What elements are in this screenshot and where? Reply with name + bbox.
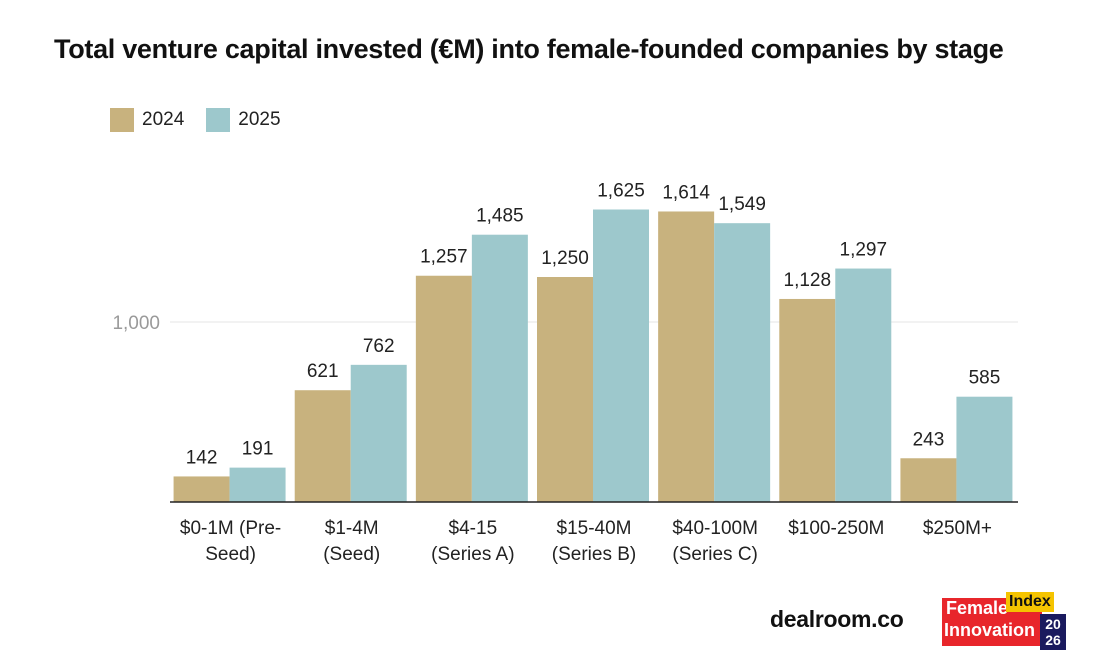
x-tick-label-4: $40-100M (Series C): [672, 518, 758, 565]
legend-item-2025: 2025: [206, 108, 281, 132]
bar-2025-1: [350, 364, 407, 502]
female-innovation-index-logo: Female Innovation Index 20 26: [940, 588, 1070, 654]
bar-2024-4: [658, 211, 715, 503]
x-tick-line-6-0: $250M+: [923, 518, 992, 539]
legend-label-2025: 2025: [238, 109, 281, 130]
x-tick-line-4-0: $40-100M: [672, 518, 758, 539]
data-label-2024-5: 1,128: [784, 270, 832, 291]
legend-label-2024: 2024: [142, 109, 185, 130]
bar-2025-3: [593, 209, 649, 502]
data-label-2025-3: 1,625: [597, 181, 645, 202]
data-label-2025-0: 191: [242, 439, 274, 460]
logo-year-bottom: 26: [1045, 632, 1061, 648]
x-tick-label-5: $100-250M: [788, 518, 884, 539]
data-label-2025-2: 1,485: [476, 206, 524, 227]
data-label-2024-0: 142: [186, 447, 218, 468]
bar-2024-5: [779, 298, 836, 502]
x-tick-label-6: $250M+: [923, 518, 992, 539]
bar-2024-2: [415, 275, 472, 502]
legend-swatch-2025: [206, 108, 231, 132]
data-label-2025-5: 1,297: [840, 240, 888, 261]
bar-2024-6: [900, 458, 957, 502]
x-tick-label-1: $1-4M (Seed): [323, 518, 380, 565]
logo-line2: Innovation: [944, 620, 1035, 640]
x-tick-line-3-1: (Series B): [552, 544, 636, 565]
chart-title: Total venture capital invested (€M) into…: [54, 34, 1004, 64]
bar-2025-6: [956, 396, 1013, 502]
x-tick-line-0-1: Seed): [205, 544, 256, 565]
logo-year-top: 20: [1045, 616, 1061, 632]
bar-2024-3: [537, 277, 593, 502]
logo-year: 20 26: [1040, 614, 1066, 650]
bar-2025-0: [229, 467, 286, 502]
bar-2025-5: [835, 268, 892, 502]
legend-item-2024: 2024: [110, 108, 184, 132]
data-label-2025-6: 585: [969, 368, 1001, 389]
bar-2025-2: [471, 234, 528, 502]
bar-2024-1: [294, 390, 351, 502]
x-tick-line-2-0: $4-15: [449, 518, 498, 539]
data-label-2024-6: 243: [913, 429, 945, 450]
x-tick-line-1-0: $1-4M: [325, 518, 379, 539]
x-tick-line-2-1: (Series A): [431, 544, 514, 565]
data-label-2024-1: 621: [307, 361, 339, 382]
data-label-2024-3: 1,250: [541, 248, 589, 269]
dealroom-logo-text: dealroom.co: [770, 606, 904, 632]
legend: 2024 2025: [110, 108, 303, 132]
x-tick-label-0: $0-1M (Pre- Seed): [180, 518, 281, 565]
x-tick-line-5-0: $100-250M: [788, 518, 884, 539]
bar-2024-0: [173, 476, 230, 502]
x-tick-label-3: $15-40M (Series B): [552, 518, 636, 565]
x-tick-line-3-0: $15-40M: [557, 518, 632, 539]
data-label-2024-2: 1,257: [420, 247, 468, 268]
y-tick-label-0: 1,000: [112, 313, 160, 334]
logo-line1: Female: [946, 598, 1009, 618]
data-label-2025-4: 1,549: [718, 194, 766, 215]
x-tick-line-1-1: (Seed): [323, 544, 380, 565]
legend-swatch-2024: [110, 108, 134, 132]
bar-2025-4: [714, 223, 771, 502]
logo-index: Index: [1006, 592, 1054, 612]
data-label-2025-1: 762: [363, 336, 395, 357]
x-tick-line-0-0: $0-1M (Pre-: [180, 518, 281, 539]
x-tick-line-4-1: (Series C): [672, 544, 758, 565]
data-label-2024-4: 1,614: [662, 182, 710, 203]
x-tick-label-2: $4-15 (Series A): [431, 518, 514, 565]
